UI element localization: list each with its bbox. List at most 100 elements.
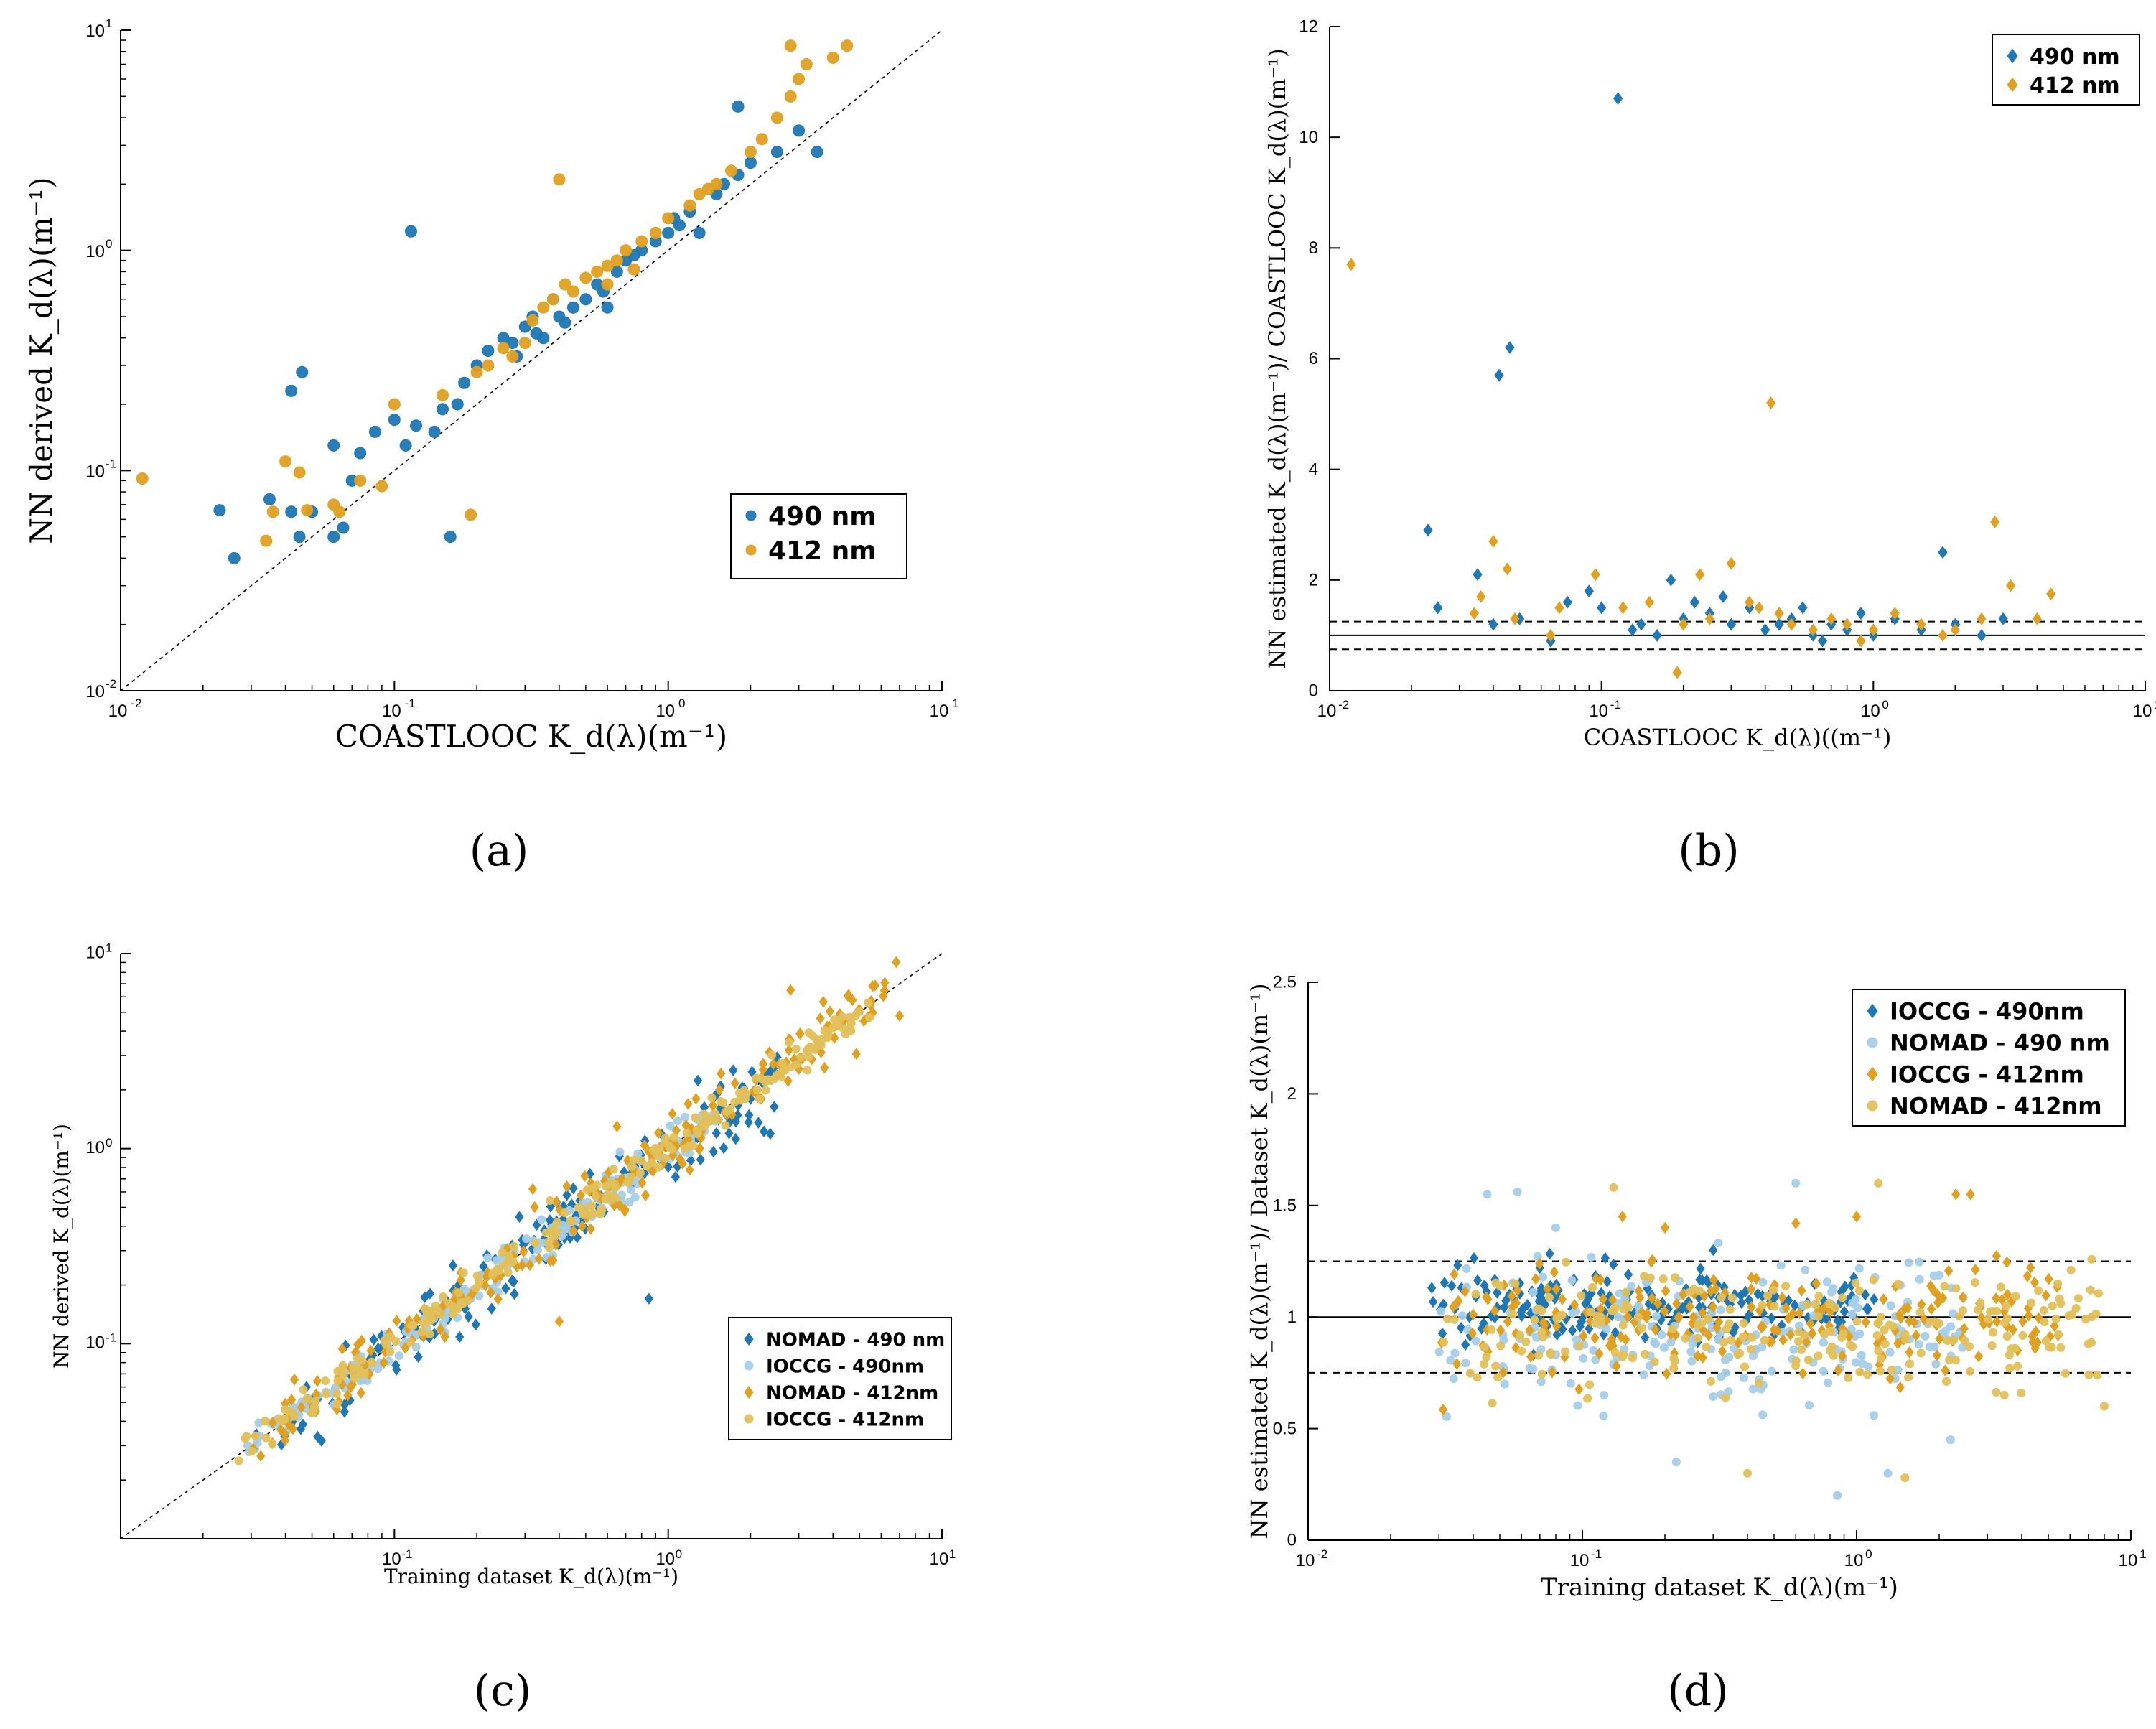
x-tick-base: 10 xyxy=(1570,1551,1590,1570)
data-point xyxy=(266,505,279,518)
data-point xyxy=(406,1338,416,1347)
data-point xyxy=(1480,1343,1489,1352)
data-point xyxy=(1446,1356,1455,1365)
data-point xyxy=(1851,1358,1860,1367)
data-point xyxy=(1637,1323,1646,1333)
data-point xyxy=(1619,1305,1628,1314)
y-axis-label: NN derived K_d(λ)(m⁻¹) xyxy=(24,177,59,544)
data-point xyxy=(549,1231,559,1240)
data-point xyxy=(1698,1351,1707,1364)
data-point xyxy=(784,90,797,103)
data-point xyxy=(1867,1003,1878,1019)
data-point xyxy=(770,1101,779,1113)
data-point xyxy=(707,1093,717,1102)
data-point xyxy=(1844,1373,1853,1382)
data-point xyxy=(1587,1252,1596,1262)
data-point xyxy=(509,1241,518,1251)
data-point xyxy=(1904,1258,1913,1267)
y-tick-label: 2 xyxy=(1287,1084,1297,1104)
data-point xyxy=(136,472,149,485)
data-point xyxy=(744,157,757,169)
data-point xyxy=(623,1178,633,1187)
data-point xyxy=(1584,584,1594,598)
data-point xyxy=(752,1073,761,1083)
data-point xyxy=(813,1040,823,1050)
data-point xyxy=(685,1163,694,1176)
data-point xyxy=(1516,1330,1525,1340)
data-point xyxy=(436,1323,445,1336)
data-point xyxy=(1992,1387,2001,1397)
data-point xyxy=(1685,1287,1694,1297)
x-tick-label: 10 -1 xyxy=(1570,1547,1602,1570)
data-point xyxy=(268,1417,277,1429)
legend-box xyxy=(730,493,907,579)
data-point xyxy=(683,1098,693,1110)
data-point xyxy=(633,1149,643,1158)
x-tick-label: 10 -1 xyxy=(382,696,416,721)
data-point xyxy=(744,1386,754,1399)
data-point xyxy=(1575,1341,1585,1351)
data-point xyxy=(1781,1282,1791,1291)
data-point xyxy=(439,1292,448,1301)
data-point xyxy=(459,1268,468,1277)
data-point xyxy=(1449,1300,1458,1313)
data-point xyxy=(2056,1343,2066,1352)
data-point xyxy=(839,1023,848,1033)
data-point xyxy=(1482,1291,1491,1303)
data-point xyxy=(1480,1359,1489,1369)
data-point xyxy=(1814,1292,1824,1301)
data-point xyxy=(745,1109,754,1122)
data-point xyxy=(503,1267,513,1277)
data-point xyxy=(1916,618,1926,631)
data-point xyxy=(769,1058,778,1071)
data-point xyxy=(1938,628,1948,642)
data-point xyxy=(1717,1372,1726,1381)
y-tick-exp: -1 xyxy=(106,1331,116,1345)
data-point xyxy=(1788,1308,1798,1320)
data-point xyxy=(1795,1307,1804,1320)
data-point xyxy=(1531,1272,1541,1285)
data-point xyxy=(1960,1336,1969,1345)
data-point xyxy=(1855,1367,1865,1376)
data-point xyxy=(770,111,783,124)
data-point xyxy=(1499,1301,1509,1313)
data-point xyxy=(2017,1388,2026,1397)
data-point xyxy=(1635,1291,1645,1304)
data-point xyxy=(1755,1379,1764,1388)
data-point xyxy=(693,1074,703,1087)
y-tick-base: 10 xyxy=(85,943,105,962)
data-point xyxy=(1747,1300,1756,1313)
data-point xyxy=(2048,1301,2057,1310)
data-point xyxy=(1473,1274,1483,1287)
data-point xyxy=(610,254,623,267)
data-point xyxy=(1974,1350,1983,1363)
data-point xyxy=(1695,1273,1704,1286)
data-point xyxy=(1964,1342,1974,1351)
x-tick-base: 10 xyxy=(655,702,675,721)
data-point xyxy=(1870,1293,1879,1305)
y-tick-base: 10 xyxy=(85,242,105,261)
data-point xyxy=(1597,601,1607,615)
y-tick-label: 10 1 xyxy=(85,941,112,962)
data-point xyxy=(1590,1332,1600,1344)
data-point xyxy=(693,226,706,239)
data-point xyxy=(327,439,340,452)
data-point xyxy=(1992,1292,2001,1305)
data-point xyxy=(1857,1351,1866,1360)
data-point xyxy=(1709,1274,1718,1286)
data-point xyxy=(1996,1282,2005,1292)
data-point xyxy=(251,1432,260,1441)
data-point xyxy=(1758,1410,1768,1420)
data-point xyxy=(1739,1374,1748,1383)
data-point xyxy=(1796,1345,1806,1354)
data-point xyxy=(1929,1271,1938,1280)
data-point xyxy=(247,1446,256,1455)
y-axis-label: NN derived K_d(λ)(m⁻¹) xyxy=(50,1124,73,1369)
data-point xyxy=(644,1292,653,1305)
data-point xyxy=(1538,1272,1547,1282)
data-point xyxy=(482,344,495,357)
data-point xyxy=(1951,1356,1960,1365)
legend-entry: NOMAD - 490 nm xyxy=(1890,1030,2110,1057)
data-point xyxy=(296,365,309,378)
